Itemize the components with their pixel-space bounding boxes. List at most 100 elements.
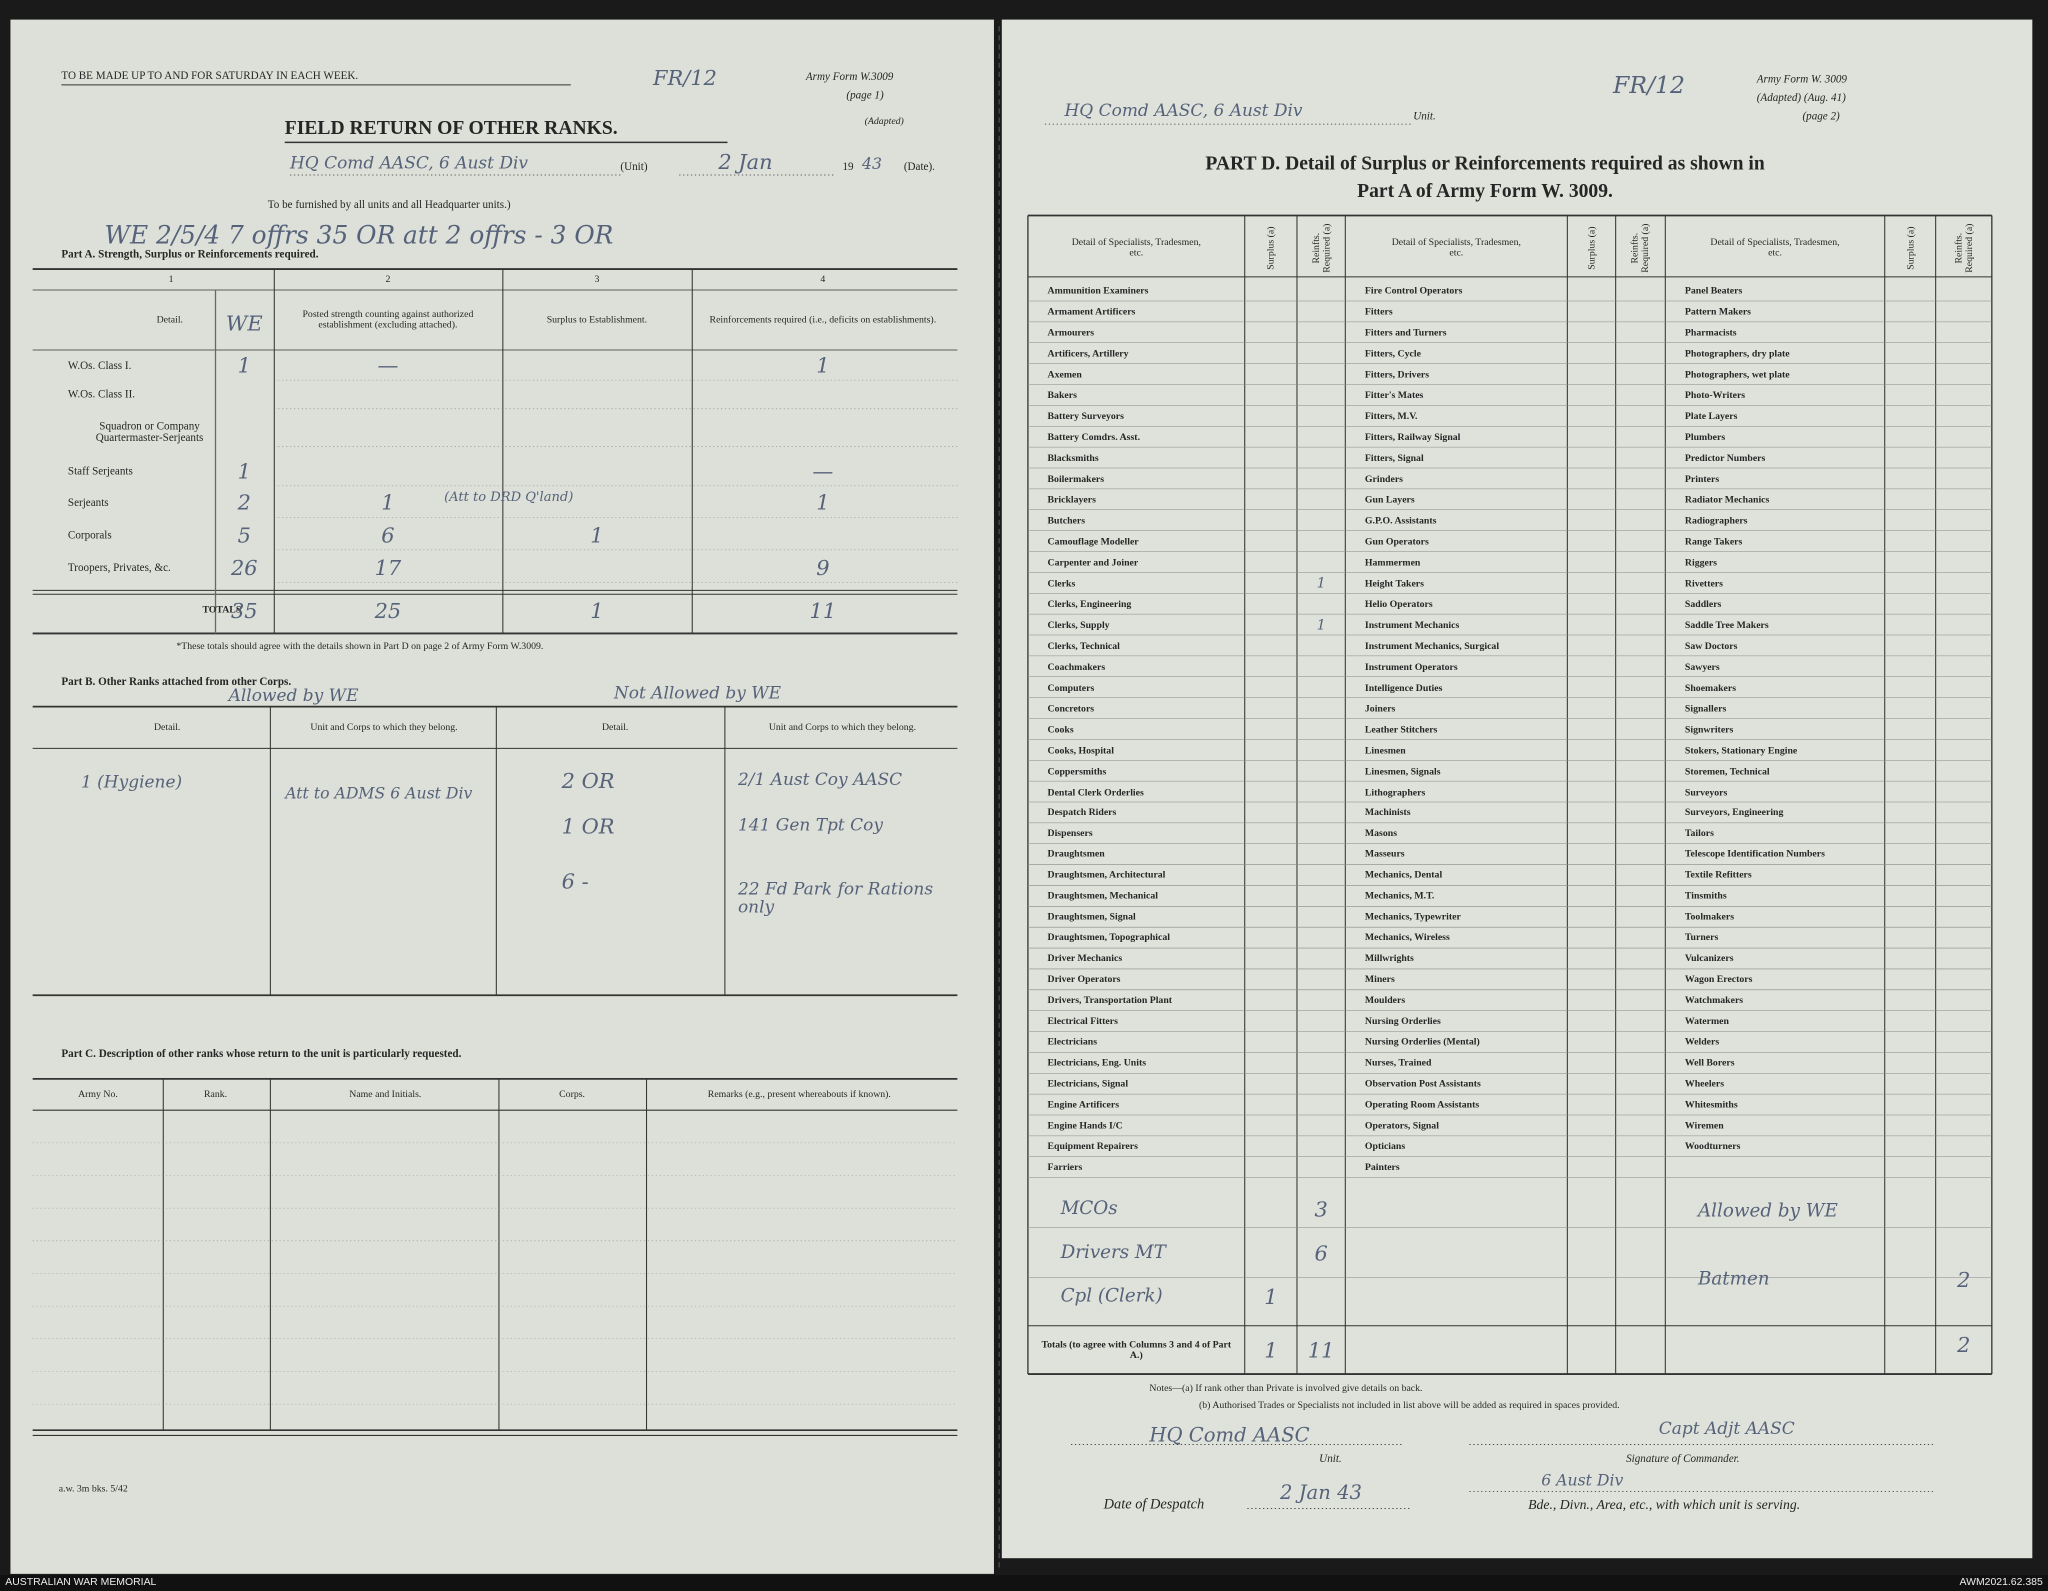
trade-name: Concretors: [1047, 701, 1095, 714]
header: Detail of Specialists, Tradesmen, etc.: [1391, 236, 1521, 259]
trade-name: Observation Post Assistants: [1364, 1077, 1481, 1090]
header: Reinfts. Required (a): [1628, 223, 1651, 273]
column-number: 2: [385, 272, 391, 285]
header: Reinfts. Required (a): [1951, 223, 1975, 273]
part-title: Part A. Strength, Surplus or Reinforceme…: [61, 247, 319, 261]
trade-name: Mechanics, M.T.: [1364, 889, 1435, 902]
hand-entry: 6 -: [561, 868, 589, 894]
trade-name: Sawyers: [1684, 660, 1720, 672]
trade-name: Tinsmiths: [1684, 889, 1727, 902]
header: Army No.: [78, 1087, 118, 1100]
form-number: Army Form W. 3009: [1756, 72, 1847, 86]
header: Reinfts. Required (a): [1309, 223, 1332, 273]
trade-name: Battery Surveyors: [1047, 409, 1124, 422]
trade-name: Driver Mechanics: [1047, 952, 1123, 965]
trade-name: Stokers, Stationary Engine: [1684, 743, 1798, 756]
hand-entry: 6: [381, 522, 395, 548]
trade-name: Draughtsmen, Topographical: [1047, 931, 1170, 944]
hand-entry: 1: [590, 522, 604, 548]
hand-entry: HQ Comd AASC: [1149, 1423, 1310, 1447]
note: (b) Authorised Trades or Specialists not…: [1199, 1398, 1620, 1411]
trade-name: Welders: [1684, 1035, 1720, 1048]
unit-label: (Unit): [620, 159, 648, 173]
hand-entry: 2: [1957, 1267, 1971, 1293]
trade-name: Operating Room Assistants: [1364, 1098, 1480, 1111]
trade-name: Leather Stitchers: [1364, 722, 1438, 735]
hand-entry: Cpl (Clerk): [1060, 1285, 1163, 1307]
trade-name: Signallers: [1684, 701, 1727, 714]
trade-name: Telescope Identification Numbers: [1684, 848, 1825, 860]
title: Part A of Army Form W. 3009.: [1357, 181, 1613, 203]
header: Unit and Corps to which they belong.: [310, 720, 458, 733]
trade-name: Signwriters: [1684, 722, 1734, 735]
field-label: Date of Despatch: [1103, 1496, 1205, 1513]
header: Remarks (e.g., present whereabouts if kn…: [707, 1087, 891, 1100]
hand-total: 35: [230, 598, 258, 624]
hand-entry: 1: [1316, 615, 1326, 633]
form-number: Army Form W.3009: [805, 69, 894, 83]
trade-name: Plumbers: [1684, 430, 1726, 443]
hand-entry: 5: [237, 522, 251, 548]
year-value: 43: [862, 154, 882, 173]
trade-name: Shoemakers: [1684, 681, 1737, 693]
header: Surplus (a): [1903, 226, 1916, 270]
date-label: (Date).: [903, 159, 935, 173]
trade-name: Gun Operators: [1364, 535, 1429, 547]
row-label: Troopers, Privates, &c.: [67, 560, 171, 574]
year-prefix: 19: [842, 159, 854, 173]
field-label: Bde., Divn., Area, etc., with which unit…: [1528, 1498, 1801, 1513]
header: Name and Initials.: [349, 1087, 422, 1100]
hand-entry: 2/1 Aust Coy AASC: [737, 770, 903, 791]
trade-name: Computers: [1047, 681, 1095, 693]
trade-name: Plate Layers: [1684, 409, 1738, 422]
hand-entry: —: [377, 352, 399, 378]
hand-entry: 141 Gen Tpt Coy: [737, 816, 883, 836]
hand-total: 1: [1264, 1337, 1278, 1363]
trade-name: Masons: [1364, 827, 1398, 839]
trade-name: Operators, Signal: [1364, 1119, 1439, 1132]
field-label: Signature of Commander.: [1626, 1451, 1740, 1465]
trade-name: Painters: [1364, 1161, 1400, 1173]
trade-name: Predictor Numbers: [1684, 451, 1766, 464]
trade-name: Joiners: [1364, 701, 1396, 714]
hand-entry: 6: [1314, 1241, 1328, 1266]
trade-name: Electrical Fitters: [1047, 1015, 1118, 1027]
hand-total: 2: [1957, 1332, 1971, 1358]
trade-name: Electricians, Signal: [1047, 1077, 1129, 1090]
trade-name: Photographers, wet plate: [1684, 368, 1790, 380]
trade-name: Radiator Mechanics: [1684, 493, 1770, 506]
trade-name: Clerks, Engineering: [1047, 597, 1132, 610]
hand-entry: Drivers MT: [1060, 1242, 1166, 1264]
hand-entry: 17: [374, 555, 402, 581]
note: Notes—(a) If rank other than Private is …: [1149, 1381, 1423, 1394]
trade-name: Storemen, Technical: [1684, 764, 1770, 777]
unit-label: Unit.: [1413, 108, 1436, 122]
totals-label: TOTALS: [202, 603, 242, 616]
trade-name: Range Takers: [1684, 535, 1743, 547]
trade-name: Carpenter and Joiner: [1047, 555, 1139, 568]
hand-entry: —: [812, 458, 834, 484]
hand-entry: 1: [237, 458, 251, 484]
hand-entry: 2 OR: [561, 768, 615, 794]
hand-entry: 22 Fd Park for Rations only: [737, 879, 934, 919]
trade-name: Driver Operators: [1047, 973, 1121, 986]
hand-note: Allowed by WE: [228, 686, 359, 707]
top-note: TO BE MADE UP TO AND FOR SATURDAY IN EAC…: [61, 68, 359, 82]
trade-name: Draughtsmen, Architectural: [1047, 868, 1166, 881]
trade-name: Intelligence Duties: [1364, 681, 1443, 693]
trade-name: Mechanics, Wireless: [1364, 931, 1450, 944]
part-title: Part B. Other Ranks attached from other …: [61, 674, 292, 688]
hand-entry: 1 (Hygiene): [80, 773, 183, 793]
trade-name: Rivetters: [1684, 576, 1723, 589]
form-adapted: (Adapted) (Aug. 41): [1756, 90, 1846, 104]
unit-value: HQ Comd AASC, 6 Aust Div: [1064, 101, 1303, 122]
trade-name: Photo-Writers: [1684, 388, 1746, 401]
trade-name: Hammermen: [1364, 555, 1421, 568]
print-code: a.w. 3m bks. 5/42: [58, 1482, 128, 1495]
trade-name: Millwrights: [1364, 952, 1414, 965]
trade-name: Electricians: [1047, 1035, 1098, 1048]
trade-name: Butchers: [1047, 514, 1086, 526]
hand-entry: Att to ADMS 6 Aust Div: [285, 784, 473, 803]
form-page: (page 1): [846, 87, 884, 101]
